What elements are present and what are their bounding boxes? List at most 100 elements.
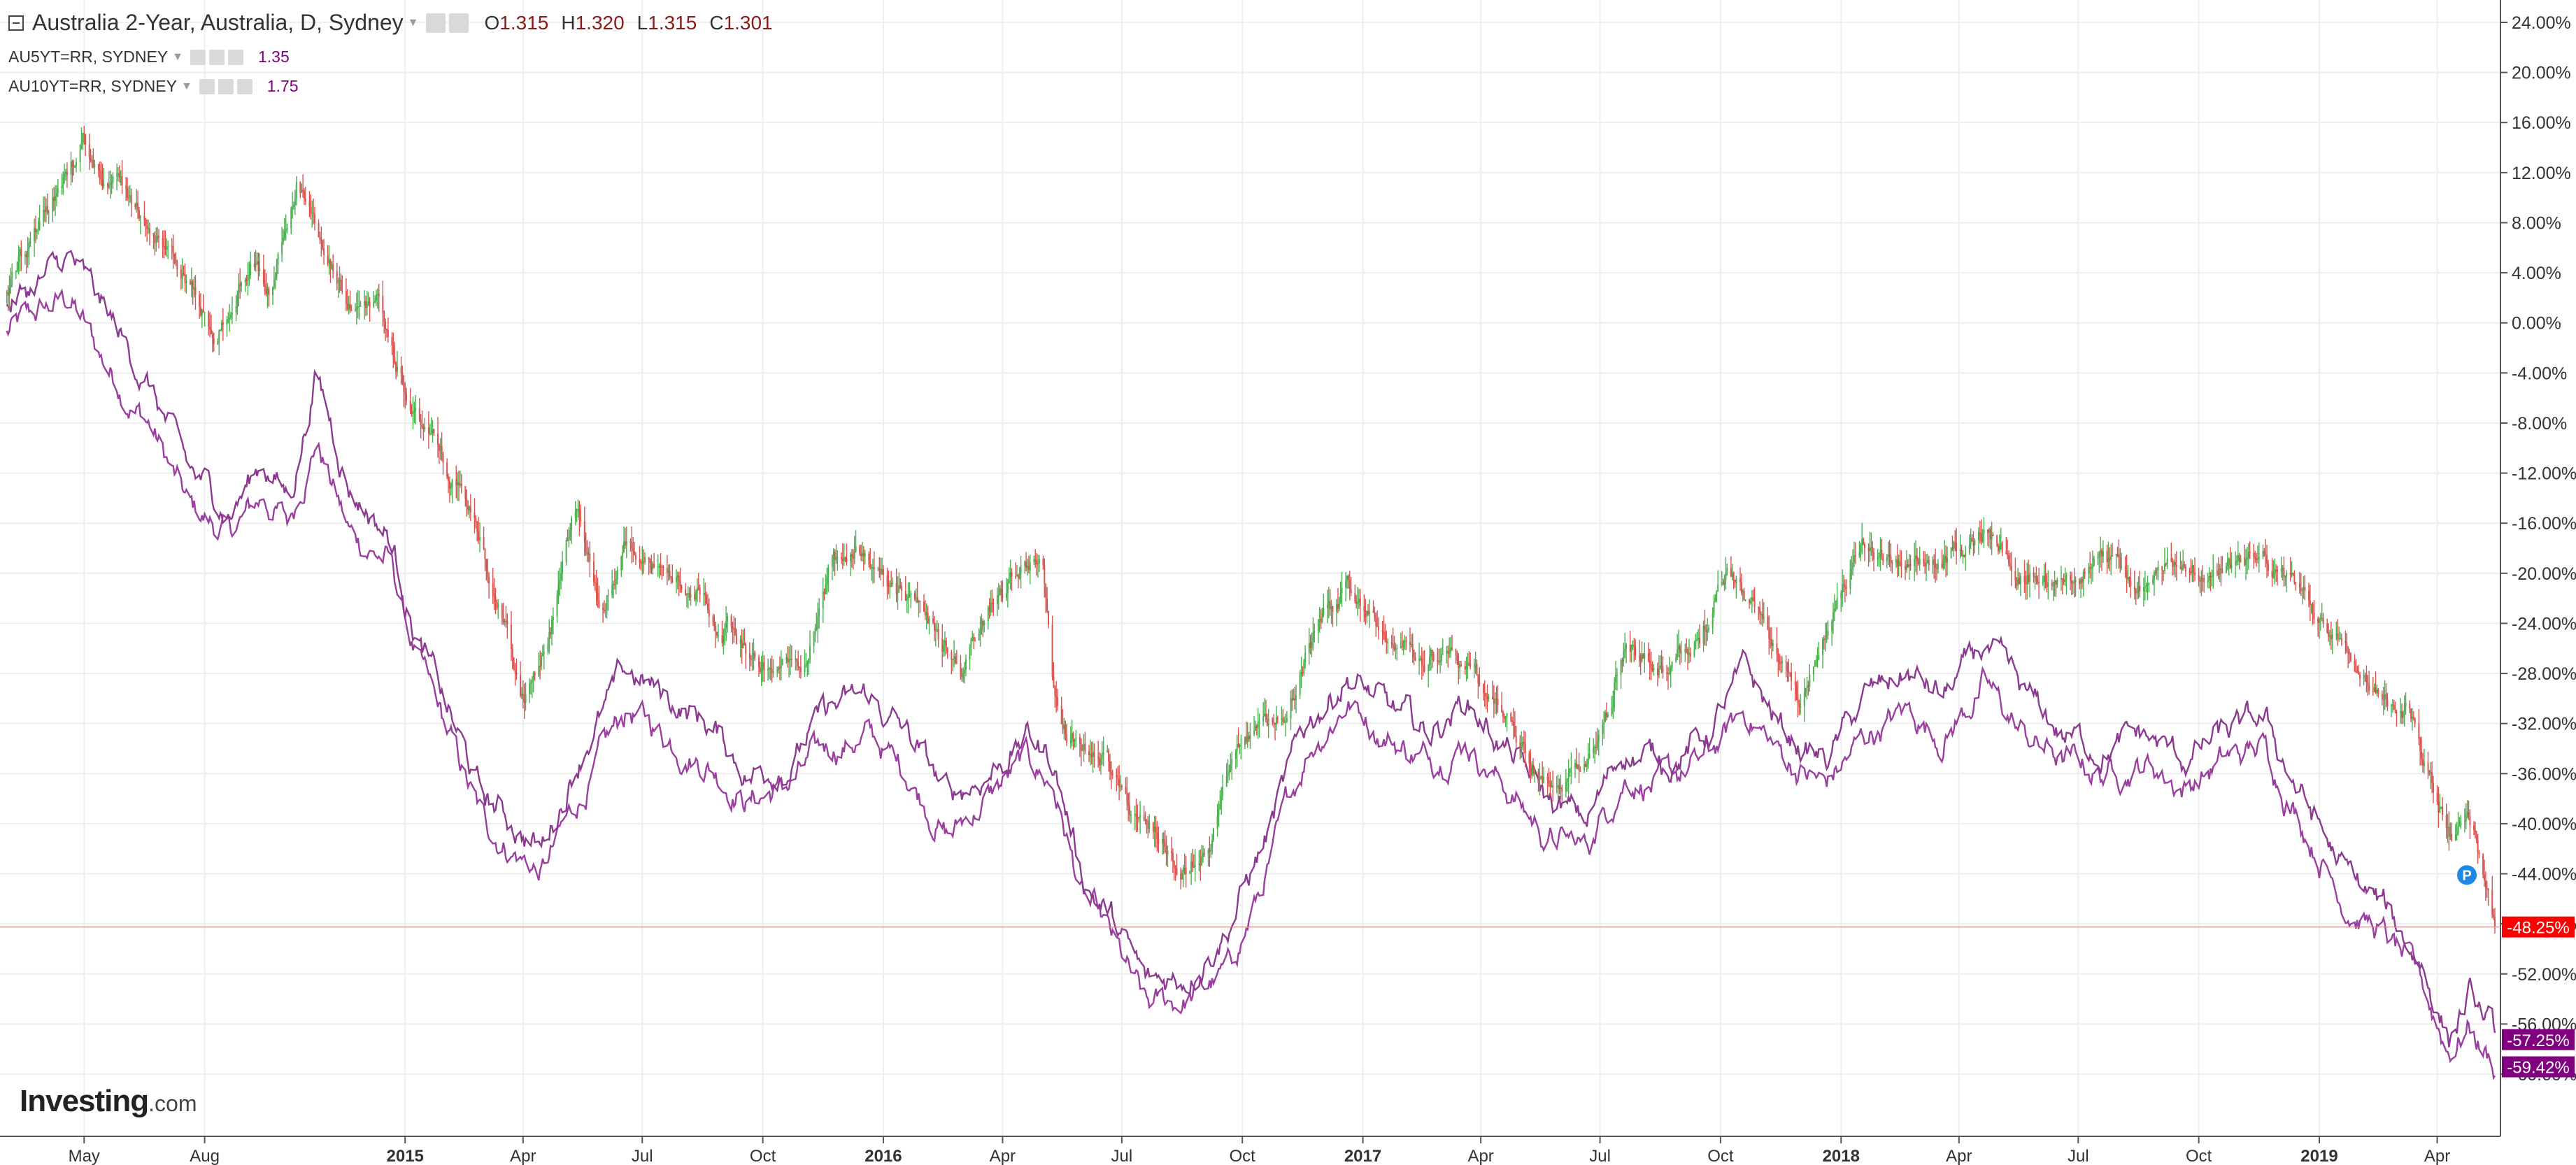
candle-body — [2328, 635, 2331, 637]
close-icon[interactable] — [228, 49, 243, 65]
candle-body — [1750, 600, 1752, 603]
candle-body — [2354, 661, 2356, 671]
candle-body — [1677, 649, 1679, 657]
candle-body — [502, 618, 504, 622]
candle-body — [2211, 576, 2213, 578]
p-marker-icon[interactable] — [2457, 865, 2477, 885]
candle-body — [193, 287, 195, 290]
candle-body — [466, 498, 468, 507]
candle-body — [1602, 724, 1604, 734]
gear-icon[interactable] — [218, 78, 234, 94]
candle-body — [906, 599, 908, 601]
candle-body — [2163, 570, 2165, 572]
candle-body — [2179, 566, 2182, 569]
candle-body — [639, 559, 641, 563]
candle-body — [1126, 792, 1128, 803]
candle-body — [1915, 556, 1917, 559]
candle-body — [1164, 841, 1166, 847]
candle-body — [91, 159, 93, 162]
candle-body — [163, 245, 165, 248]
candle-body — [2093, 557, 2095, 566]
candle-body — [1849, 574, 1851, 589]
candle-body — [1781, 661, 1783, 664]
candle-body — [2463, 821, 2465, 822]
eye-icon[interactable] — [190, 49, 206, 65]
candle-body — [1671, 661, 1673, 668]
candle-body — [1962, 555, 1964, 557]
candle-body — [1440, 654, 1442, 661]
candle-body — [2054, 580, 2056, 582]
candle-body — [532, 672, 534, 680]
gear-icon[interactable] — [209, 49, 225, 65]
candle-body — [2377, 689, 2379, 694]
candle-body — [1079, 737, 1081, 744]
candle-body — [2091, 565, 2093, 569]
y-tick-label: -24.00% — [2512, 614, 2576, 634]
minus-square-icon[interactable] — [8, 15, 24, 31]
candle-body — [1045, 584, 1047, 599]
candle-body — [1116, 775, 1118, 778]
x-tick-label: Aug — [190, 1147, 220, 1165]
candle-body — [2107, 557, 2109, 562]
candle-body — [451, 479, 453, 487]
candle-body — [145, 220, 147, 226]
candle-body — [2375, 687, 2377, 693]
candle-body — [1662, 668, 1664, 673]
candle-body — [679, 580, 681, 587]
candle-body — [2080, 578, 2082, 585]
candle-body — [129, 195, 131, 198]
candle-body — [2309, 601, 2311, 606]
candle-body — [1511, 720, 1514, 722]
candle-body — [2109, 557, 2111, 561]
chevron-down-icon[interactable]: ▼ — [407, 16, 419, 29]
gear-icon[interactable] — [448, 13, 469, 33]
candle-body — [962, 673, 965, 678]
candle-body — [2065, 575, 2068, 580]
chevron-down-icon[interactable]: ▼ — [172, 50, 183, 63]
candle-body — [1234, 751, 1237, 759]
ohlc-low: L1.315 — [636, 11, 697, 34]
candle-body — [952, 659, 954, 660]
candle-body — [2182, 564, 2184, 570]
candle-body — [1357, 602, 1359, 604]
candle-body — [814, 628, 816, 635]
candle-body — [1468, 662, 1470, 664]
eye-icon[interactable] — [425, 13, 446, 33]
candle-body — [796, 658, 798, 662]
candle-body — [282, 238, 284, 243]
candle-body — [919, 601, 921, 602]
candle-body — [1286, 718, 1288, 722]
candle-body — [955, 662, 958, 664]
candle-body — [2338, 638, 2340, 640]
candle-body — [1546, 776, 1549, 780]
candle-body — [1493, 699, 1495, 704]
candle-body — [2115, 554, 2117, 556]
eye-icon[interactable] — [199, 78, 215, 94]
candle-body — [2034, 576, 2036, 578]
candle-body — [148, 228, 150, 229]
candle-body — [1708, 628, 1710, 631]
candle-body — [2391, 705, 2393, 707]
candle-body — [38, 221, 41, 229]
candle-body — [327, 255, 329, 264]
candle-body — [788, 659, 790, 662]
candle-body — [117, 173, 119, 176]
candle-body — [2335, 634, 2337, 635]
chevron-down-icon[interactable]: ▼ — [180, 80, 192, 92]
candle-body — [340, 279, 342, 291]
candle-body — [823, 592, 825, 594]
close-icon[interactable] — [236, 78, 252, 94]
candle-body — [999, 588, 1001, 595]
candle-body — [1413, 650, 1415, 658]
candle-body — [1797, 694, 1799, 703]
candle-body — [915, 596, 917, 599]
candle-body — [1891, 562, 1893, 564]
candle-body — [2128, 577, 2130, 581]
candle-body — [2432, 782, 2434, 793]
candle-body — [1956, 542, 1958, 551]
x-tick-label: Jul — [632, 1147, 653, 1165]
candle-body — [1254, 725, 1256, 731]
candle-body — [1125, 787, 1127, 793]
